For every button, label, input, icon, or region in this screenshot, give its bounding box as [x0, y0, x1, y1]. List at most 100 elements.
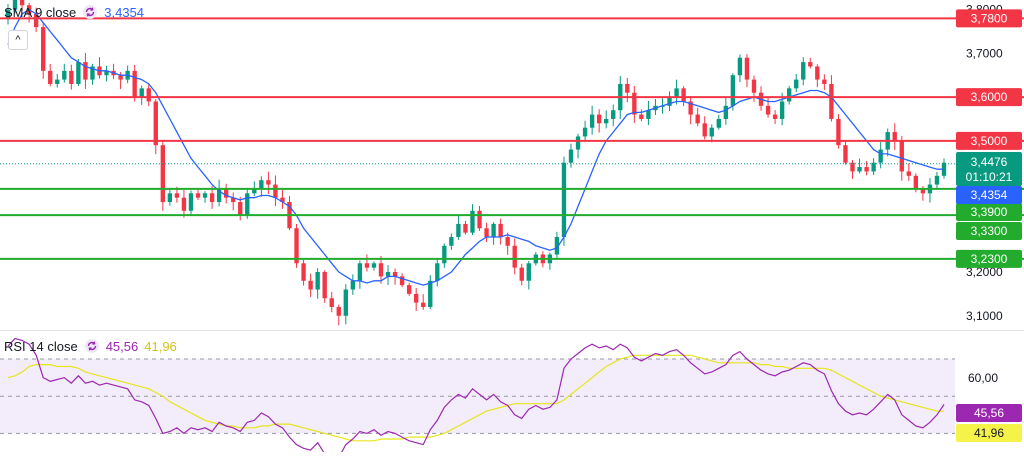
candle-body — [266, 180, 271, 185]
candle-body — [174, 193, 180, 198]
candle-body — [639, 114, 644, 119]
resistance-level-tag: 3,7800 — [956, 9, 1022, 28]
rsi-tick-label: 60,00 — [968, 371, 998, 385]
candle-body — [350, 280, 356, 290]
sma-value-tag-label: 3,4354 — [971, 188, 1008, 202]
candle-body — [498, 223, 503, 238]
cycle-icon[interactable] — [84, 338, 100, 354]
last-price-label: 3,4476 — [971, 155, 1008, 169]
last-price-tag-bg — [956, 152, 1022, 186]
candle-body — [315, 272, 320, 290]
candle-body — [625, 83, 630, 93]
candle-body — [216, 188, 222, 203]
candle-body — [41, 27, 46, 71]
rsi-value-tag-bg — [956, 404, 1022, 422]
cycle-icon[interactable] — [82, 4, 98, 20]
sma-legend-value: 3,4354 — [104, 4, 145, 20]
resistance-level-tag-bg — [956, 88, 1022, 107]
candle-body — [55, 79, 60, 84]
candle-body — [850, 162, 855, 172]
candle-body — [786, 88, 792, 102]
collapse-legend-button[interactable]: ^ — [8, 30, 28, 50]
candle-body — [273, 184, 278, 198]
candle-body — [118, 75, 123, 80]
candle-body — [836, 118, 841, 146]
candle-body — [223, 188, 229, 198]
candle-body — [765, 105, 771, 115]
rsi-ma-value-tag: 41,96 — [956, 424, 1022, 442]
candle-body — [751, 79, 757, 93]
price-tick-label: 3,2000 — [966, 265, 1003, 279]
candle-body — [357, 263, 363, 281]
candle-body — [561, 162, 567, 238]
support-level-tag-bg — [956, 203, 1022, 221]
candle-body — [737, 57, 743, 76]
candle-body — [160, 145, 166, 203]
candle-body — [920, 188, 926, 194]
candle-body — [913, 175, 919, 189]
rsi-line — [7, 337, 945, 457]
rsi-ma-line — [7, 354, 945, 442]
candle-body — [702, 123, 707, 137]
candle-body — [864, 167, 869, 172]
candle-body — [435, 263, 440, 281]
candle-body — [779, 101, 785, 119]
resistance-level-tag: 3,6000 — [956, 88, 1022, 107]
candle-body — [484, 228, 489, 238]
candle-body — [322, 272, 327, 299]
candle-body — [413, 293, 419, 303]
candle-body — [76, 62, 81, 84]
candle-body — [632, 92, 637, 115]
price-tick-label: 3,1000 — [966, 309, 1003, 323]
candle-body — [104, 70, 109, 76]
candle-body — [301, 263, 306, 281]
support-level-tag-bg — [956, 249, 1022, 268]
candle-body — [181, 197, 187, 211]
rsi-value-tag-label: 45,56 — [974, 406, 1004, 420]
candle-body — [364, 263, 370, 268]
candle-body — [878, 149, 883, 163]
price-axis[interactable]: 3,80003,70003,60003,50003,40003,30003,20… — [956, 3, 1022, 323]
candle-body — [69, 70, 74, 84]
candle-body — [575, 136, 581, 150]
rsi-value-tag: 45,56 — [956, 404, 1022, 422]
candle-body — [167, 193, 173, 203]
candle-body — [195, 193, 201, 198]
candle-body — [611, 110, 616, 119]
candle-body — [505, 237, 510, 246]
support-level-tag: 3,3900 — [956, 203, 1022, 221]
support-level-tag-bg — [956, 222, 1022, 240]
candle-body — [596, 114, 602, 124]
rsi-legend[interactable]: RSI 14 close 45,56 41,96 — [4, 336, 177, 356]
rsi-legend-label: RSI 14 close — [4, 338, 78, 354]
sma-legend[interactable]: SMA 9 close 3,4354 — [4, 2, 144, 22]
candle-body — [12, 0, 18, 10]
candle-body — [371, 263, 377, 268]
candle-body — [801, 62, 806, 80]
support-level-tag: 3,2300 — [956, 249, 1022, 268]
candle-body — [259, 180, 264, 189]
sma-value-tag: 3,4354 — [956, 186, 1022, 204]
candle-body — [280, 197, 285, 203]
candle-body — [604, 118, 609, 124]
rsi-pane — [0, 337, 955, 457]
support-level-tag-label: 3,2300 — [971, 252, 1008, 266]
candle-body — [906, 171, 911, 176]
price-pane — [0, 0, 1024, 331]
rsi-axis[interactable]: 60,00 45,56 41,96 — [956, 371, 1022, 442]
countdown-label: 01:10:21 — [966, 170, 1013, 184]
candle-body — [589, 114, 595, 128]
candle-body — [449, 237, 454, 246]
candle-body — [399, 276, 405, 286]
candle-body — [428, 280, 433, 308]
candle-body — [730, 75, 736, 106]
candle-body — [83, 62, 88, 80]
candle-body — [871, 162, 876, 172]
resistance-level-tag-bg — [956, 131, 1022, 150]
candle-body — [794, 79, 799, 89]
candle-body — [646, 110, 651, 119]
candle-body — [554, 237, 560, 255]
candle-body — [512, 245, 517, 268]
